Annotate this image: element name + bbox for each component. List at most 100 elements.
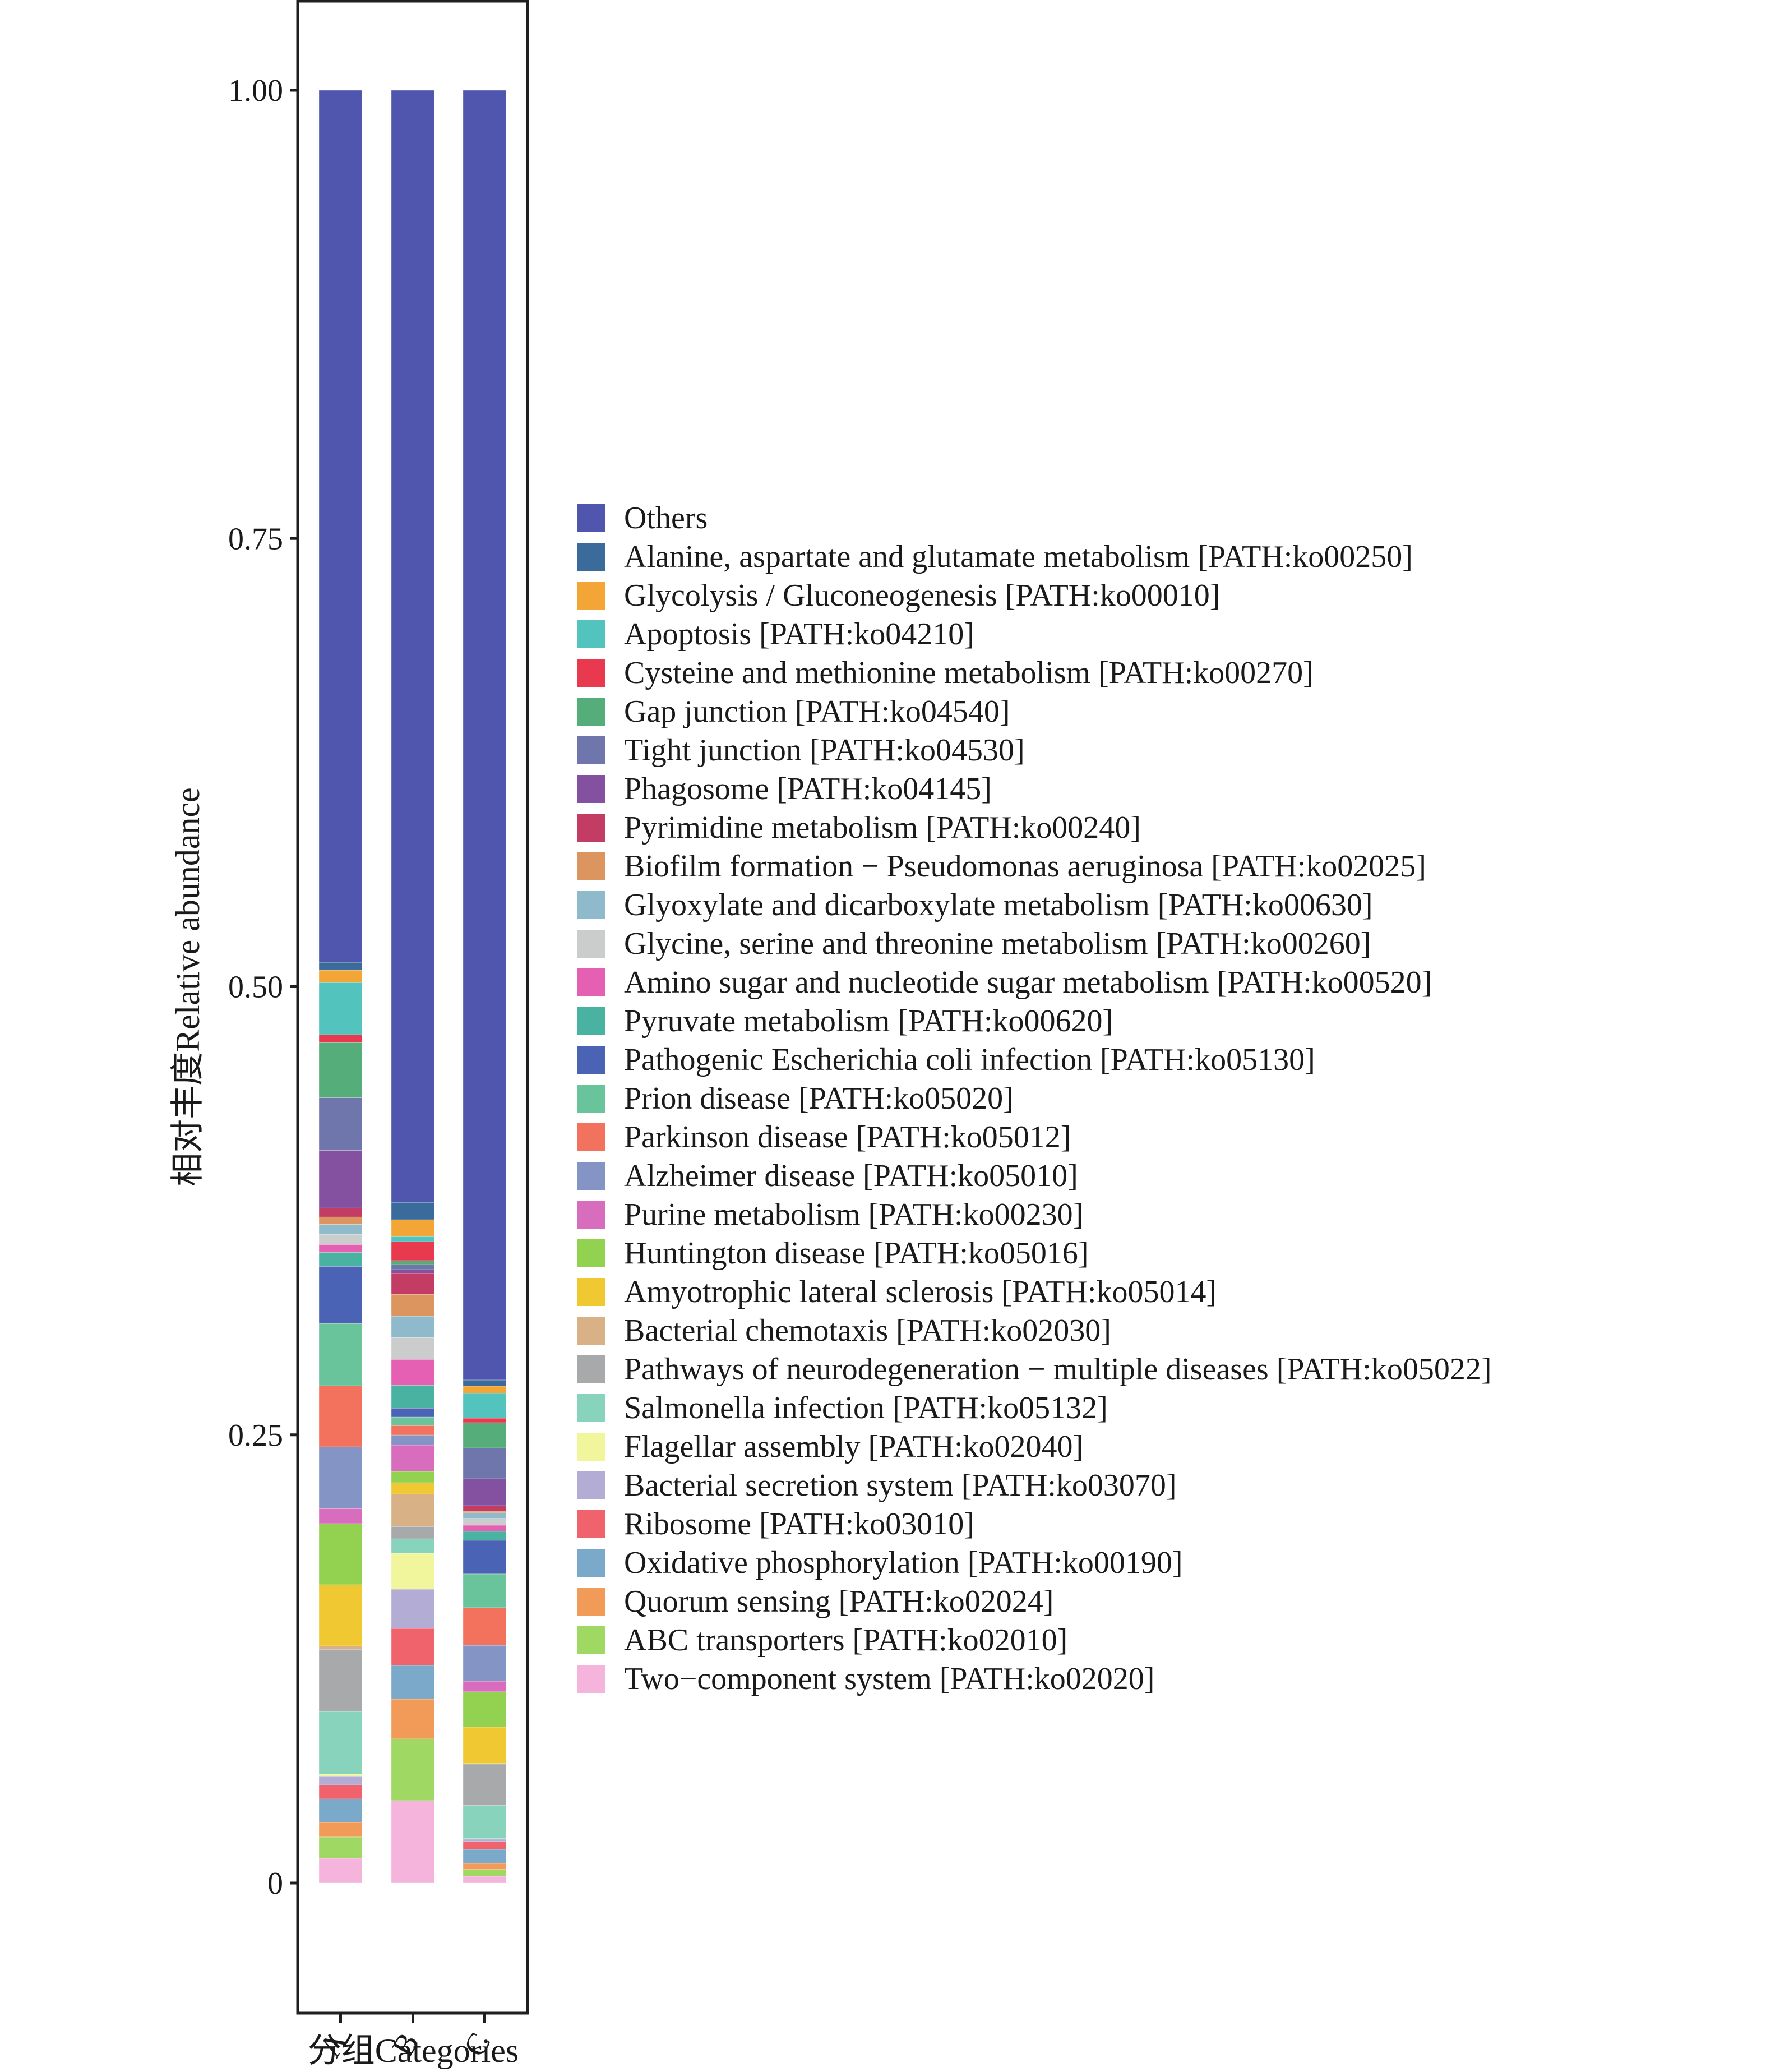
- x-axis-title: 分组Categories: [308, 2032, 519, 2069]
- bar-segment: [463, 1681, 507, 1692]
- legend-swatch: [577, 543, 605, 571]
- bar-segment: [391, 1800, 435, 1884]
- bar-segment: [318, 1822, 363, 1838]
- bar-segment: [318, 1798, 363, 1823]
- legend-swatch: [577, 620, 605, 648]
- bar-segment: [391, 1434, 435, 1446]
- bar-segment: [463, 1447, 507, 1479]
- bar-segment: [318, 1234, 363, 1245]
- bar-segment: [318, 1385, 363, 1447]
- bar-segment: [391, 1416, 435, 1426]
- bar-segment: [463, 1849, 507, 1864]
- bar-segment: [318, 1266, 363, 1324]
- legend-label: Pyrimidine metabolism [PATH:ko00240]: [624, 810, 1141, 845]
- bar-segment: [463, 1386, 507, 1394]
- legend-swatch: [577, 1394, 605, 1422]
- bar-segment: [463, 1764, 507, 1806]
- legend-item: Alzheimer disease [PATH:ko05010]: [577, 1159, 1078, 1193]
- y-tick-label: 0.75: [228, 522, 283, 556]
- legend-item: Prion disease [PATH:ko05020]: [577, 1081, 1014, 1116]
- legend-item: Gap junction [PATH:ko04540]: [577, 694, 1010, 729]
- y-tick-label: 1.00: [228, 73, 283, 108]
- legend-swatch: [577, 1665, 605, 1693]
- legend-swatch: [577, 582, 605, 610]
- legend-item: Amino sugar and nucleotide sugar metabol…: [577, 965, 1432, 1000]
- legend-label: Apoptosis [PATH:ko04210]: [624, 617, 974, 652]
- bar-segment: [391, 1445, 435, 1472]
- bar-A: [318, 90, 363, 1884]
- bar-segment: [463, 1418, 507, 1423]
- bar-segment: [318, 1858, 363, 1884]
- bar-segment: [391, 1219, 435, 1237]
- legend-item: Glycine, serine and threonine metabolism…: [577, 926, 1371, 961]
- bar-segment: [318, 1216, 363, 1225]
- legend-item: Pathogenic Escherichia coli infection [P…: [577, 1042, 1315, 1077]
- legend-swatch: [577, 891, 605, 919]
- bar-segment: [391, 1269, 435, 1274]
- bar-segment: [463, 1379, 507, 1387]
- legend-swatch: [577, 775, 605, 803]
- bar-segment: [463, 1869, 507, 1877]
- bar-segment: [391, 1628, 435, 1666]
- bar-segment: [391, 1316, 435, 1338]
- bar-segment: [318, 1584, 363, 1646]
- legend-label: Purine metabolism [PATH:ko00230]: [624, 1197, 1083, 1232]
- bar-segment: [463, 1863, 507, 1870]
- bar-segment: [318, 1323, 363, 1386]
- legend-label: Bacterial secretion system [PATH:ko03070…: [624, 1468, 1177, 1503]
- bar-segment: [318, 1224, 363, 1235]
- y-tick-label: 0.25: [228, 1418, 283, 1453]
- bar-segment: [391, 1294, 435, 1317]
- legend-swatch: [577, 659, 605, 687]
- legend-label: Two−component system [PATH:ko02020]: [624, 1662, 1154, 1696]
- legend-item: Bacterial chemotaxis [PATH:ko02030]: [577, 1313, 1111, 1348]
- legend-item: Bacterial secretion system [PATH:ko03070…: [577, 1468, 1177, 1503]
- bar-segment: [318, 1042, 363, 1098]
- legend-label: Pyruvate metabolism [PATH:ko00620]: [624, 1004, 1113, 1039]
- legend-item: Quorum sensing [PATH:ko02024]: [577, 1584, 1053, 1619]
- bar-segment: [463, 1393, 507, 1419]
- legend-label: Amyotrophic lateral sclerosis [PATH:ko05…: [624, 1275, 1217, 1309]
- bar-segment: [463, 1478, 507, 1506]
- legend-swatch: [577, 1162, 605, 1190]
- bar-segment: [391, 1699, 435, 1739]
- legend-label: Phagosome [PATH:ko04145]: [624, 772, 992, 806]
- legend-swatch: [577, 698, 605, 726]
- bar-segment: [391, 90, 435, 1203]
- legend-label: ABC transporters [PATH:ko02010]: [624, 1623, 1067, 1658]
- legend-label: Prion disease [PATH:ko05020]: [624, 1081, 1014, 1116]
- legend-label: Pathogenic Escherichia coli infection [P…: [624, 1042, 1315, 1077]
- legend-label: Glycine, serine and threonine metabolism…: [624, 926, 1371, 961]
- legend-swatch: [577, 930, 605, 958]
- bar-segment: [391, 1241, 435, 1261]
- bar-segment: [463, 1505, 507, 1512]
- legend-label: Quorum sensing [PATH:ko02024]: [624, 1584, 1053, 1619]
- legend-label: Pathways of neurodegeneration − multiple…: [624, 1352, 1491, 1387]
- bar-segment: [463, 1839, 507, 1842]
- bar-segment: [318, 970, 363, 983]
- bar-segment: [391, 1264, 435, 1270]
- bar-segment: [318, 1446, 363, 1509]
- legend-item: Two−component system [PATH:ko02020]: [577, 1662, 1154, 1696]
- bar-segment: [463, 1525, 507, 1532]
- bar-segment: [318, 1774, 363, 1777]
- bar-segment: [391, 1553, 435, 1590]
- bar-segment: [463, 1607, 507, 1646]
- bar-segment: [391, 1337, 435, 1360]
- legend-item: Apoptosis [PATH:ko04210]: [577, 617, 974, 652]
- legend-swatch: [577, 1471, 605, 1499]
- legend-item: Huntington disease [PATH:ko05016]: [577, 1236, 1089, 1271]
- bar-segment: [318, 1645, 363, 1650]
- y-tick-label: 0.50: [228, 970, 283, 1005]
- legend-label: Tight junction [PATH:ko04530]: [624, 733, 1025, 768]
- legend-item: Flagellar assembly [PATH:ko02040]: [577, 1429, 1083, 1464]
- bar-segment: [391, 1202, 435, 1220]
- legend-item: Purine metabolism [PATH:ko00230]: [577, 1197, 1083, 1232]
- legend-label: Bacterial chemotaxis [PATH:ko02030]: [624, 1313, 1111, 1348]
- bar-segment: [318, 1649, 363, 1712]
- legend-item: Ribosome [PATH:ko03010]: [577, 1507, 974, 1542]
- bar-segment: [318, 1034, 363, 1043]
- bar-segment: [391, 1526, 435, 1539]
- legend-swatch: [577, 1588, 605, 1616]
- bar-segment: [318, 1711, 363, 1775]
